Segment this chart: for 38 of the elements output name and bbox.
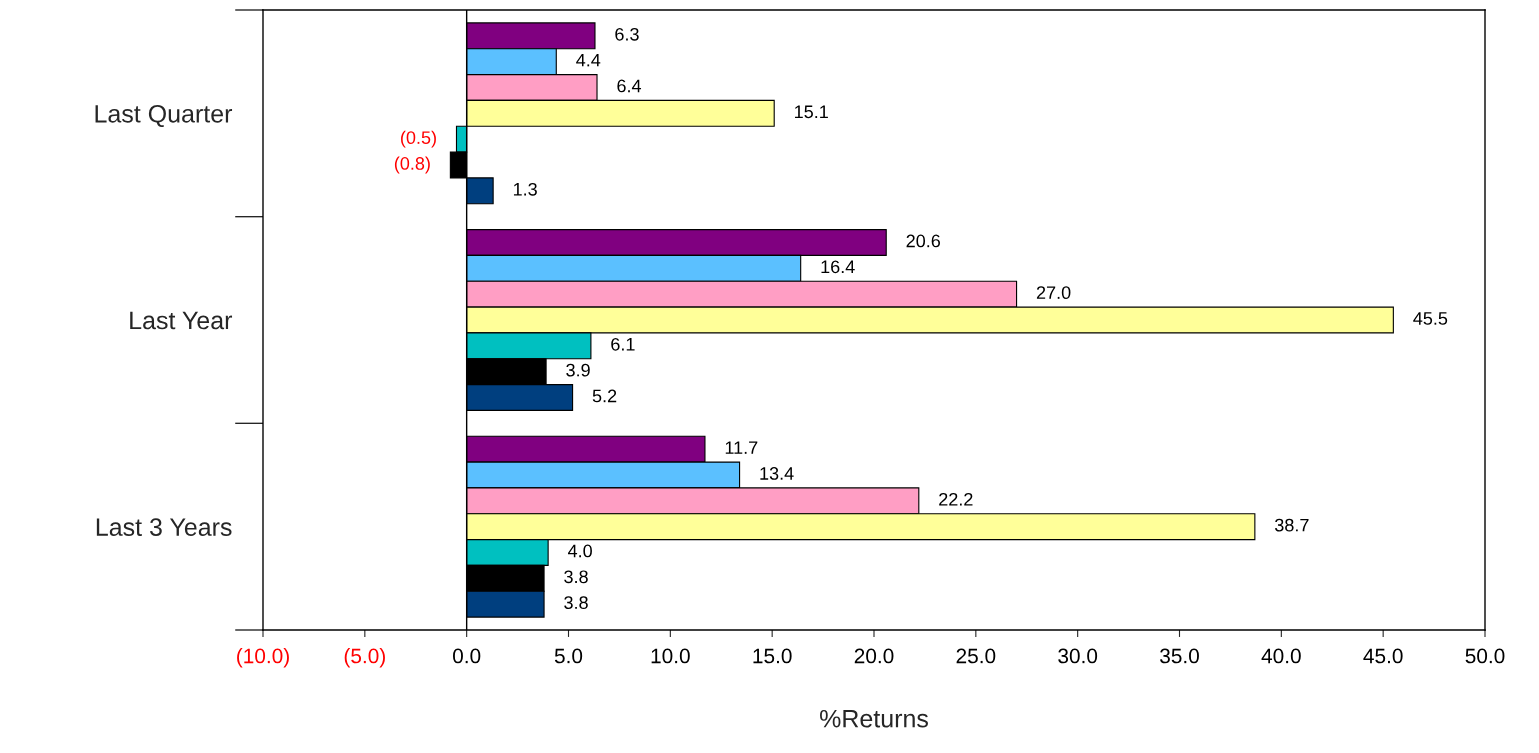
x-axis-title: %Returns	[820, 709, 928, 728]
data-label: 27.0	[1036, 286, 1071, 300]
x-tick-label: 45.0	[1363, 648, 1403, 664]
data-label: (0.5)	[401, 130, 436, 148]
data-label: 15.1	[795, 105, 828, 119]
x-tick-label: 5.0	[554, 648, 583, 664]
x-tick-label: (5.0)	[344, 648, 385, 668]
y-tick-label: Last Quarter	[95, 104, 233, 128]
x-tick-label: 15.0	[753, 648, 792, 664]
data-label: 38.7	[1274, 518, 1309, 532]
data-label: 11.7	[725, 441, 758, 454]
x-tick-label: 0.0	[453, 648, 481, 664]
y-tick-label: Last 3 Years	[96, 518, 232, 536]
data-label: 1.3	[513, 182, 537, 196]
x-tick-label: (10.0)	[237, 648, 289, 668]
x-tick-label: 35.0	[1160, 648, 1199, 664]
x-tick-label: 50.0	[1465, 648, 1505, 664]
data-label: 5.2	[592, 389, 617, 403]
x-tick-label: 30.0	[1058, 648, 1098, 664]
data-label: 3.8	[564, 596, 588, 610]
data-label: 16.4	[821, 260, 855, 274]
data-label: 45.5	[1413, 312, 1448, 325]
x-tick-label: 20.0	[854, 648, 894, 664]
data-label: (0.8)	[394, 156, 430, 174]
data-label: 20.6	[906, 234, 941, 248]
x-tick-label: 25.0	[956, 648, 996, 664]
data-label: 3.8	[564, 570, 588, 584]
data-label: 6.3	[615, 27, 639, 41]
data-label: 6.4	[617, 79, 642, 93]
data-label: 6.1	[611, 337, 635, 351]
data-label: 3.9	[566, 363, 590, 377]
x-tick-label: 10.0	[651, 648, 690, 664]
data-label: 22.2	[939, 492, 973, 506]
data-label: 4.0	[567, 544, 592, 558]
data-label: 13.4	[760, 467, 794, 480]
data-label: 4.4	[576, 53, 601, 67]
y-tick-label: Last Year	[130, 311, 233, 330]
x-tick-label: 40.0	[1261, 648, 1301, 664]
